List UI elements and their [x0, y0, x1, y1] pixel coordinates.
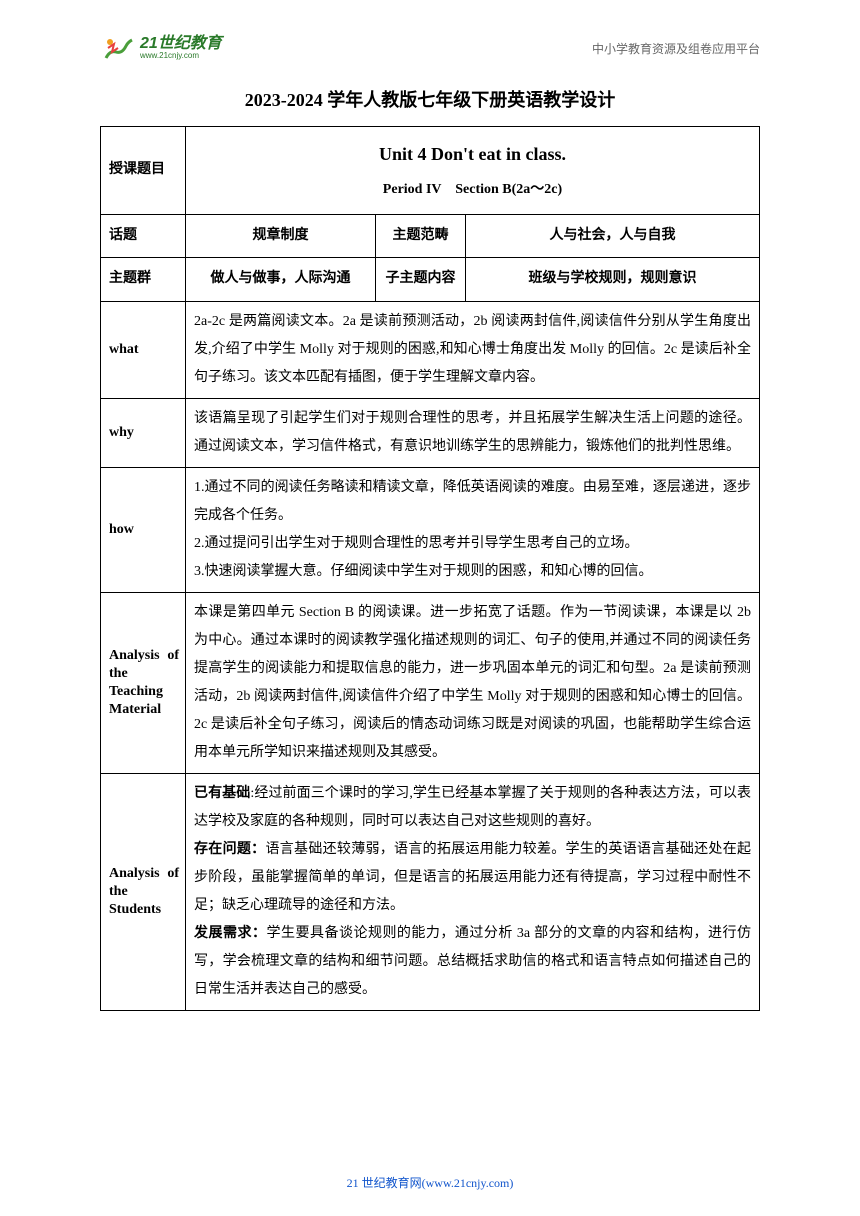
problem-label: 存在问题：	[194, 842, 265, 857]
how-label: how	[101, 467, 186, 592]
theme-col1: 做人与做事，人际沟通	[186, 258, 376, 302]
what-row: what 2a-2c 是两篇阅读文本。2a 是读前预测活动，2b 阅读两封信件,…	[101, 301, 760, 398]
why-label: why	[101, 398, 186, 467]
analysis-teaching-label: Analysis of the Teaching Material	[101, 592, 186, 773]
analysis-students-row: Analysis of the Students 已有基础:经过前面三个课时的学…	[101, 773, 760, 1010]
theme-label: 主题群	[101, 258, 186, 302]
logo-sub-text: www.21cnjy.com	[140, 52, 222, 60]
unit-title: Unit 4 Don't eat in class.	[196, 137, 749, 171]
page-footer: 21 世纪教育网(www.21cnjy.com)	[0, 1174, 860, 1191]
what-label: what	[101, 301, 186, 398]
analysis-students-label: Analysis of the Students	[101, 773, 186, 1010]
lesson-table: 授课题目 Unit 4 Don't eat in class. Period I…	[100, 126, 760, 1011]
logo-main-text: 21世纪教育	[140, 36, 222, 52]
theme-col2: 班级与学校规则，规则意识	[466, 258, 760, 302]
unit-period: Period IV Section B(2a～2c)	[196, 177, 749, 204]
what-content: 2a-2c 是两篇阅读文本。2a 是读前预测活动，2b 阅读两封信件,阅读信件分…	[186, 301, 760, 398]
why-content: 该语篇呈现了引起学生们对于规则合理性的思考，并且拓展学生解决生活上问题的途径。通…	[186, 398, 760, 467]
topic-col2: 人与社会，人与自我	[466, 214, 760, 258]
topic-row: 话题 规章制度 主题范畴 人与社会，人与自我	[101, 214, 760, 258]
header-right-text: 中小学教育资源及组卷应用平台	[592, 40, 760, 57]
need-label: 发展需求：	[194, 926, 266, 941]
how-row: how 1.通过不同的阅读任务略读和精读文章，降低英语阅读的难度。由易至难，逐层…	[101, 467, 760, 592]
analysis-students-content: 已有基础:经过前面三个课时的学习,学生已经基本掌握了关于规则的各种表达方法，可以…	[186, 773, 760, 1010]
theme-col2-label: 子主题内容	[376, 258, 466, 302]
unit-content: Unit 4 Don't eat in class. Period IV Sec…	[186, 127, 760, 215]
topic-label: 话题	[101, 214, 186, 258]
footer-text: 21 世纪教育网(www.21cnjy.com)	[347, 1176, 514, 1190]
why-row: why 该语篇呈现了引起学生们对于规则合理性的思考，并且拓展学生解决生活上问题的…	[101, 398, 760, 467]
logo-text: 21世纪教育 www.21cnjy.com	[140, 36, 222, 60]
page-header: 21世纪教育 www.21cnjy.com 中小学教育资源及组卷应用平台	[0, 0, 860, 76]
topic-col1: 规章制度	[186, 214, 376, 258]
analysis-teaching-content: 本课是第四单元 Section B 的阅读课。进一步拓宽了话题。作为一节阅读课，…	[186, 592, 760, 773]
analysis-teaching-row: Analysis of the Teaching Material 本课是第四单…	[101, 592, 760, 773]
basis-text: :经过前面三个课时的学习,学生已经基本掌握了关于规则的各种表达方法，可以表达学校…	[194, 786, 751, 829]
logo: 21世纪教育 www.21cnjy.com	[100, 30, 222, 66]
main-content: 2023-2024 学年人教版七年级下册英语教学设计 授课题目 Unit 4 D…	[0, 76, 860, 1031]
logo-icon	[100, 30, 136, 66]
need-text: 学生要具备谈论规则的能力，通过分析 3a 部分的文章的内容和结构，进行仿写，学会…	[194, 926, 751, 997]
topic-col2-label: 主题范畴	[376, 214, 466, 258]
unit-row: 授课题目 Unit 4 Don't eat in class. Period I…	[101, 127, 760, 215]
unit-label: 授课题目	[101, 127, 186, 215]
how-content: 1.通过不同的阅读任务略读和精读文章，降低英语阅读的难度。由易至难，逐层递进，逐…	[186, 467, 760, 592]
document-title: 2023-2024 学年人教版七年级下册英语教学设计	[100, 86, 760, 112]
problem-text: 语言基础还较薄弱，语言的拓展运用能力较差。学生的英语语言基础还处在起步阶段，虽能…	[194, 842, 751, 913]
basis-label: 已有基础	[194, 786, 250, 801]
theme-row: 主题群 做人与做事，人际沟通 子主题内容 班级与学校规则，规则意识	[101, 258, 760, 302]
